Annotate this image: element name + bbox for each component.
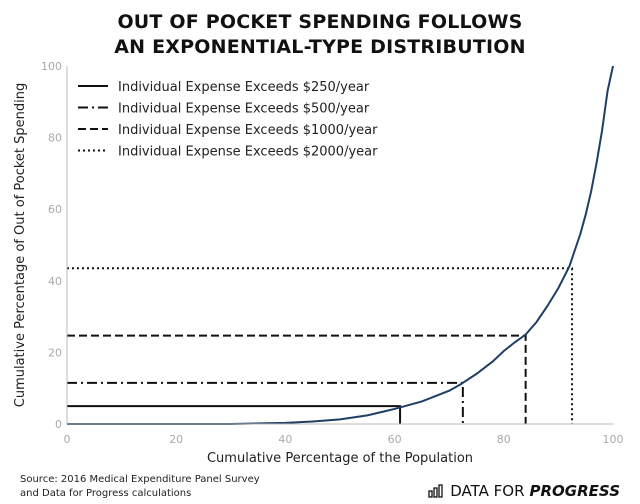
threshold-line-1 [67, 405, 402, 424]
y-tick-label: 0 [55, 418, 62, 431]
threshold-line-3 [67, 334, 527, 424]
threshold-line-2 [67, 381, 464, 424]
x-tick-label: 40 [278, 433, 292, 446]
y-tick-label: 20 [48, 346, 62, 359]
x-tick-label: 0 [64, 433, 71, 446]
x-tick-label: 20 [169, 433, 183, 446]
y-tick-label: 60 [48, 203, 62, 216]
y-tick-label: 100 [41, 60, 62, 73]
x-tick-label: 80 [497, 433, 511, 446]
y-tick-label: 80 [48, 132, 62, 145]
brand-text-strong: PROGRESS [529, 482, 620, 500]
bar-chart-icon [428, 484, 443, 498]
y-tick-label: 40 [48, 275, 62, 288]
brand-logo: DATA FOR PROGRESS [428, 482, 620, 500]
x-tick-label: 100 [603, 433, 624, 446]
y-axis-label: Cumulative Percentage of Out of Pocket S… [13, 83, 28, 408]
x-tick-label: 60 [388, 433, 402, 446]
chart-legend: Individual Expense Exceeds $250/year Indi… [78, 80, 378, 160]
legend-label-1: Individual Expense Exceeds $250/year [118, 80, 370, 95]
legend-label-3: Individual Expense Exceeds $1000/year [118, 123, 378, 138]
legend-label-2: Individual Expense Exceeds $500/year [118, 102, 370, 117]
chart-title-line-1: OUT OF POCKET SPENDING FOLLOWS [117, 11, 523, 33]
threshold-line-4 [67, 267, 574, 424]
source-line-2: and Data for Progress calculations [20, 488, 192, 499]
chart-axes: 0 20 40 60 80 100 0 20 40 60 80 100 [41, 60, 624, 446]
brand-text-light: DATA FOR [450, 482, 525, 500]
legend-label-4: Individual Expense Exceeds $2000/year [118, 145, 378, 160]
x-axis-label: Cumulative Percentage of the Population [207, 451, 473, 466]
chart-title-line-2: AN EXPONENTIAL-TYPE DISTRIBUTION [114, 36, 526, 58]
source-note: Source: 2016 Medical Expenditure Panel S… [20, 473, 260, 501]
distribution-curve [67, 65, 614, 425]
chart-marks [67, 65, 614, 425]
chart-title: OUT OF POCKET SPENDING FOLLOWS AN EXPONE… [0, 10, 640, 60]
source-line-1: Source: 2016 Medical Expenditure Panel S… [20, 474, 260, 485]
